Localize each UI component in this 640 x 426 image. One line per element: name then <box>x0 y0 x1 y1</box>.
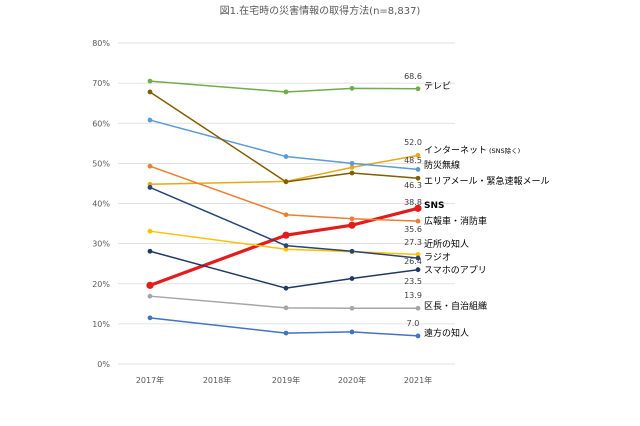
series-line <box>149 295 418 309</box>
end-value-label: 27.3 <box>404 238 422 247</box>
data-point <box>349 85 355 91</box>
series-line <box>149 317 419 337</box>
end-value-label: 38.8 <box>404 198 422 207</box>
data-point <box>414 204 422 212</box>
series-name-label: 広報車・消防車 <box>424 215 487 227</box>
x-tick-label: 2018年 <box>203 375 231 385</box>
series-name-label: スマホのアプリ <box>424 265 487 276</box>
end-value-label: 13.9 <box>404 291 422 300</box>
data-point <box>349 305 355 311</box>
data-point <box>147 185 153 190</box>
data-point <box>147 163 153 169</box>
data-point <box>283 212 289 218</box>
end-value-label: 68.6 <box>404 72 422 81</box>
data-point <box>283 89 289 95</box>
series-name-label: エリアメール・緊急速報メール <box>424 175 550 187</box>
data-point <box>349 164 355 170</box>
data-point <box>147 117 153 123</box>
data-point <box>415 305 421 311</box>
series-line <box>149 206 419 287</box>
data-point <box>282 231 290 239</box>
series-line <box>149 186 419 259</box>
series-line <box>149 154 419 185</box>
series-name-label: テレビ <box>424 81 451 92</box>
y-tick-label: 40% <box>92 200 110 209</box>
series-line <box>149 165 419 222</box>
series-line <box>149 80 419 93</box>
y-tick-label: 20% <box>92 280 110 289</box>
series-name-label: 区長・自治組織 <box>424 300 487 312</box>
series-name-label: ラジオ <box>424 252 451 263</box>
data-point <box>415 255 421 261</box>
data-point <box>283 154 289 159</box>
data-point <box>147 89 153 95</box>
data-point <box>415 333 421 339</box>
x-tick-label: 2020年 <box>338 375 366 385</box>
data-point <box>147 293 153 299</box>
y-tick-label: 50% <box>92 159 110 168</box>
y-tick-label: 0% <box>97 360 110 369</box>
x-tick-label: 2019年 <box>272 375 300 385</box>
series-line <box>149 250 419 289</box>
y-tick-label: 80% <box>92 39 110 48</box>
y-tick-label: 10% <box>92 320 110 329</box>
data-point <box>349 329 355 335</box>
end-value-label: 7.0 <box>407 319 420 328</box>
x-tick-label: 2017年 <box>136 375 164 385</box>
y-tick-label: 60% <box>92 119 110 128</box>
data-point <box>415 267 421 273</box>
y-axis-ticks: 0% 10% 20% 30% 40% 50% 60% 70% 80% <box>92 39 110 369</box>
data-point <box>147 315 153 321</box>
data-point <box>349 276 355 281</box>
x-axis-ticks: 2017年 2018年 2019年 2020年 2021年 <box>136 375 432 385</box>
data-point <box>283 246 289 252</box>
data-point <box>283 179 289 185</box>
series-name-label: SNS <box>424 201 445 211</box>
end-value-label: 23.5 <box>404 277 422 286</box>
end-value-label: 52.0 <box>404 138 422 147</box>
data-point <box>283 305 289 311</box>
data-point <box>349 170 355 176</box>
data-point <box>415 86 421 92</box>
x-tick-label: 2021年 <box>404 375 432 385</box>
data-point <box>147 228 153 234</box>
series-lines <box>149 80 419 337</box>
end-value-label: 26.4 <box>404 257 422 266</box>
data-point <box>349 248 355 254</box>
data-point <box>349 216 355 222</box>
data-point <box>283 243 289 249</box>
end-value-label: 48.5 <box>404 156 422 165</box>
data-point <box>147 78 153 84</box>
data-point <box>415 252 421 257</box>
chart-title: 図1.在宅時の災害情報の取得方法(n=8,837) <box>220 4 421 17</box>
data-point <box>415 166 421 172</box>
series-name-label: 防災無線 <box>424 159 460 171</box>
data-point <box>349 160 355 166</box>
data-point <box>283 330 289 336</box>
data-point <box>348 221 356 229</box>
data-point <box>147 248 153 254</box>
end-value-label: 35.6 <box>404 225 422 234</box>
series-line <box>149 91 419 183</box>
series-name-note: (SNS除く) <box>489 146 520 155</box>
series-name-label: 近所の知人 <box>424 238 469 250</box>
end-value-label: 46.3 <box>404 181 422 190</box>
y-tick-label: 30% <box>92 240 110 249</box>
data-point <box>415 218 421 224</box>
series-line <box>149 119 419 171</box>
series-line <box>149 230 419 256</box>
data-point <box>415 152 421 158</box>
y-tick-label: 70% <box>92 79 110 88</box>
data-point <box>415 175 421 181</box>
gridlines <box>118 42 455 365</box>
series-name-label: インターネット (SNS除く) <box>424 145 520 156</box>
data-point <box>283 285 289 291</box>
data-point <box>146 281 154 289</box>
series-name-label: 遠方の知人 <box>424 327 469 339</box>
series-points <box>146 78 422 339</box>
